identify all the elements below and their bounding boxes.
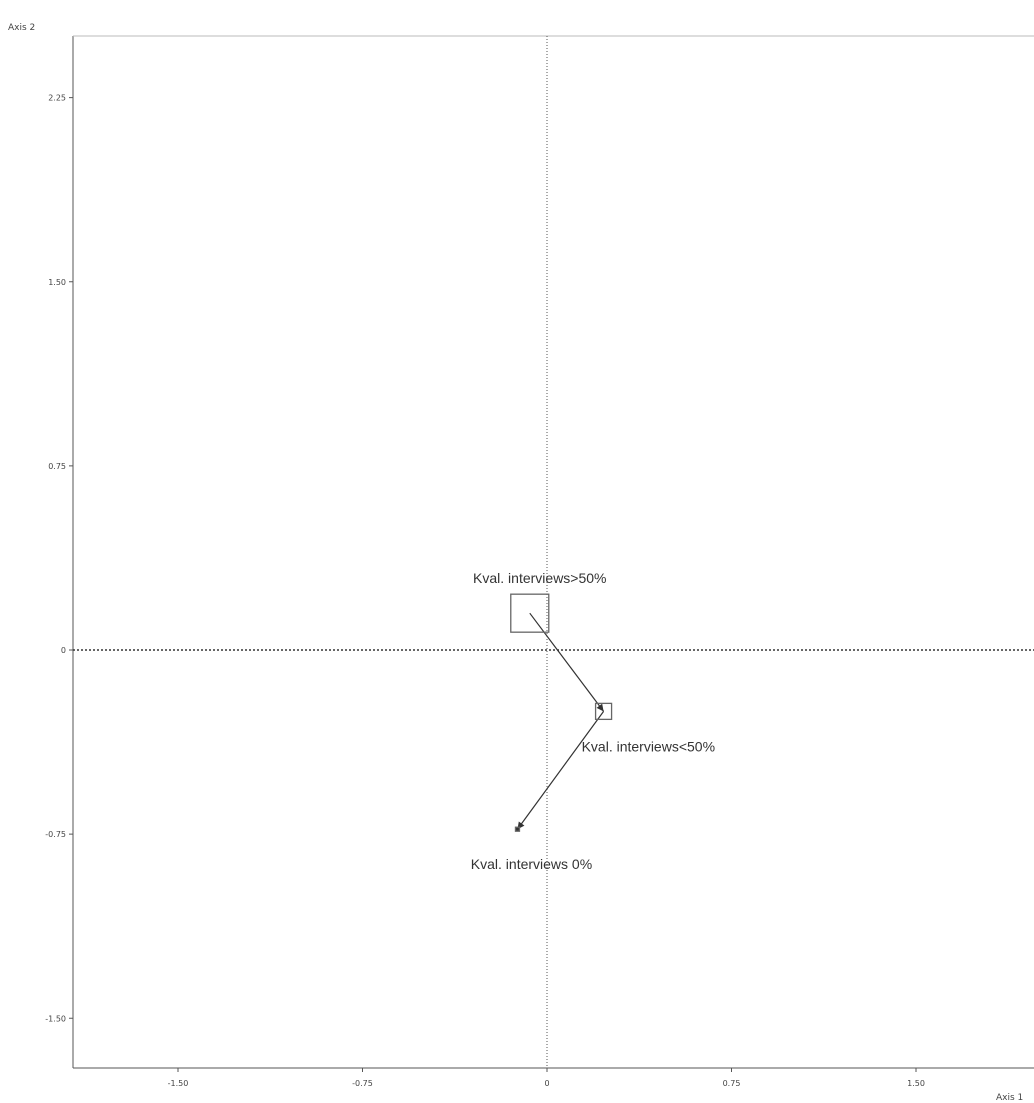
point-marker <box>510 593 550 633</box>
point-marker <box>514 826 521 832</box>
y-tick-label: -1.50 <box>45 1014 66 1023</box>
x-tick-label: -1.50 <box>168 1079 189 1088</box>
x-tick-label: 0.75 <box>723 1079 741 1088</box>
y-tick-label: 2.25 <box>48 94 66 103</box>
axis-ticks: 2.25 1.50 0.75 0 -0.75 -1.50 -1.50 -0.75 0 0.75 1.… <box>45 94 925 1088</box>
point-label: Kval. interviews>50% <box>473 570 606 586</box>
connection-lines <box>516 612 605 830</box>
plot-frame <box>72 35 1034 1069</box>
point-label: Kval. interviews 0% <box>471 856 592 872</box>
data-points <box>510 593 613 832</box>
x-tick-label: -0.75 <box>352 1079 373 1088</box>
x-tick-label: 1.50 <box>907 1079 925 1088</box>
point-label: Kval. interviews<50% <box>582 738 715 754</box>
y-tick-label: 1.50 <box>48 278 66 287</box>
point-marker <box>594 702 613 721</box>
y-tick-label: 0 <box>61 646 66 655</box>
point-labels: Kval. interviews>50% Kval. interviews<50%… <box>471 570 715 872</box>
y-tick-label: -0.75 <box>45 830 66 839</box>
reference-lines <box>73 36 1034 1068</box>
connection-line <box>529 612 605 712</box>
x-tick-label: 0 <box>544 1079 549 1088</box>
y-axis-title: Axis 2 <box>8 23 35 33</box>
connection-line <box>516 711 605 830</box>
y-tick-label: 0.75 <box>48 462 66 471</box>
x-axis-title: Axis 1 <box>996 1093 1023 1103</box>
connection-arrowhead <box>596 703 604 712</box>
